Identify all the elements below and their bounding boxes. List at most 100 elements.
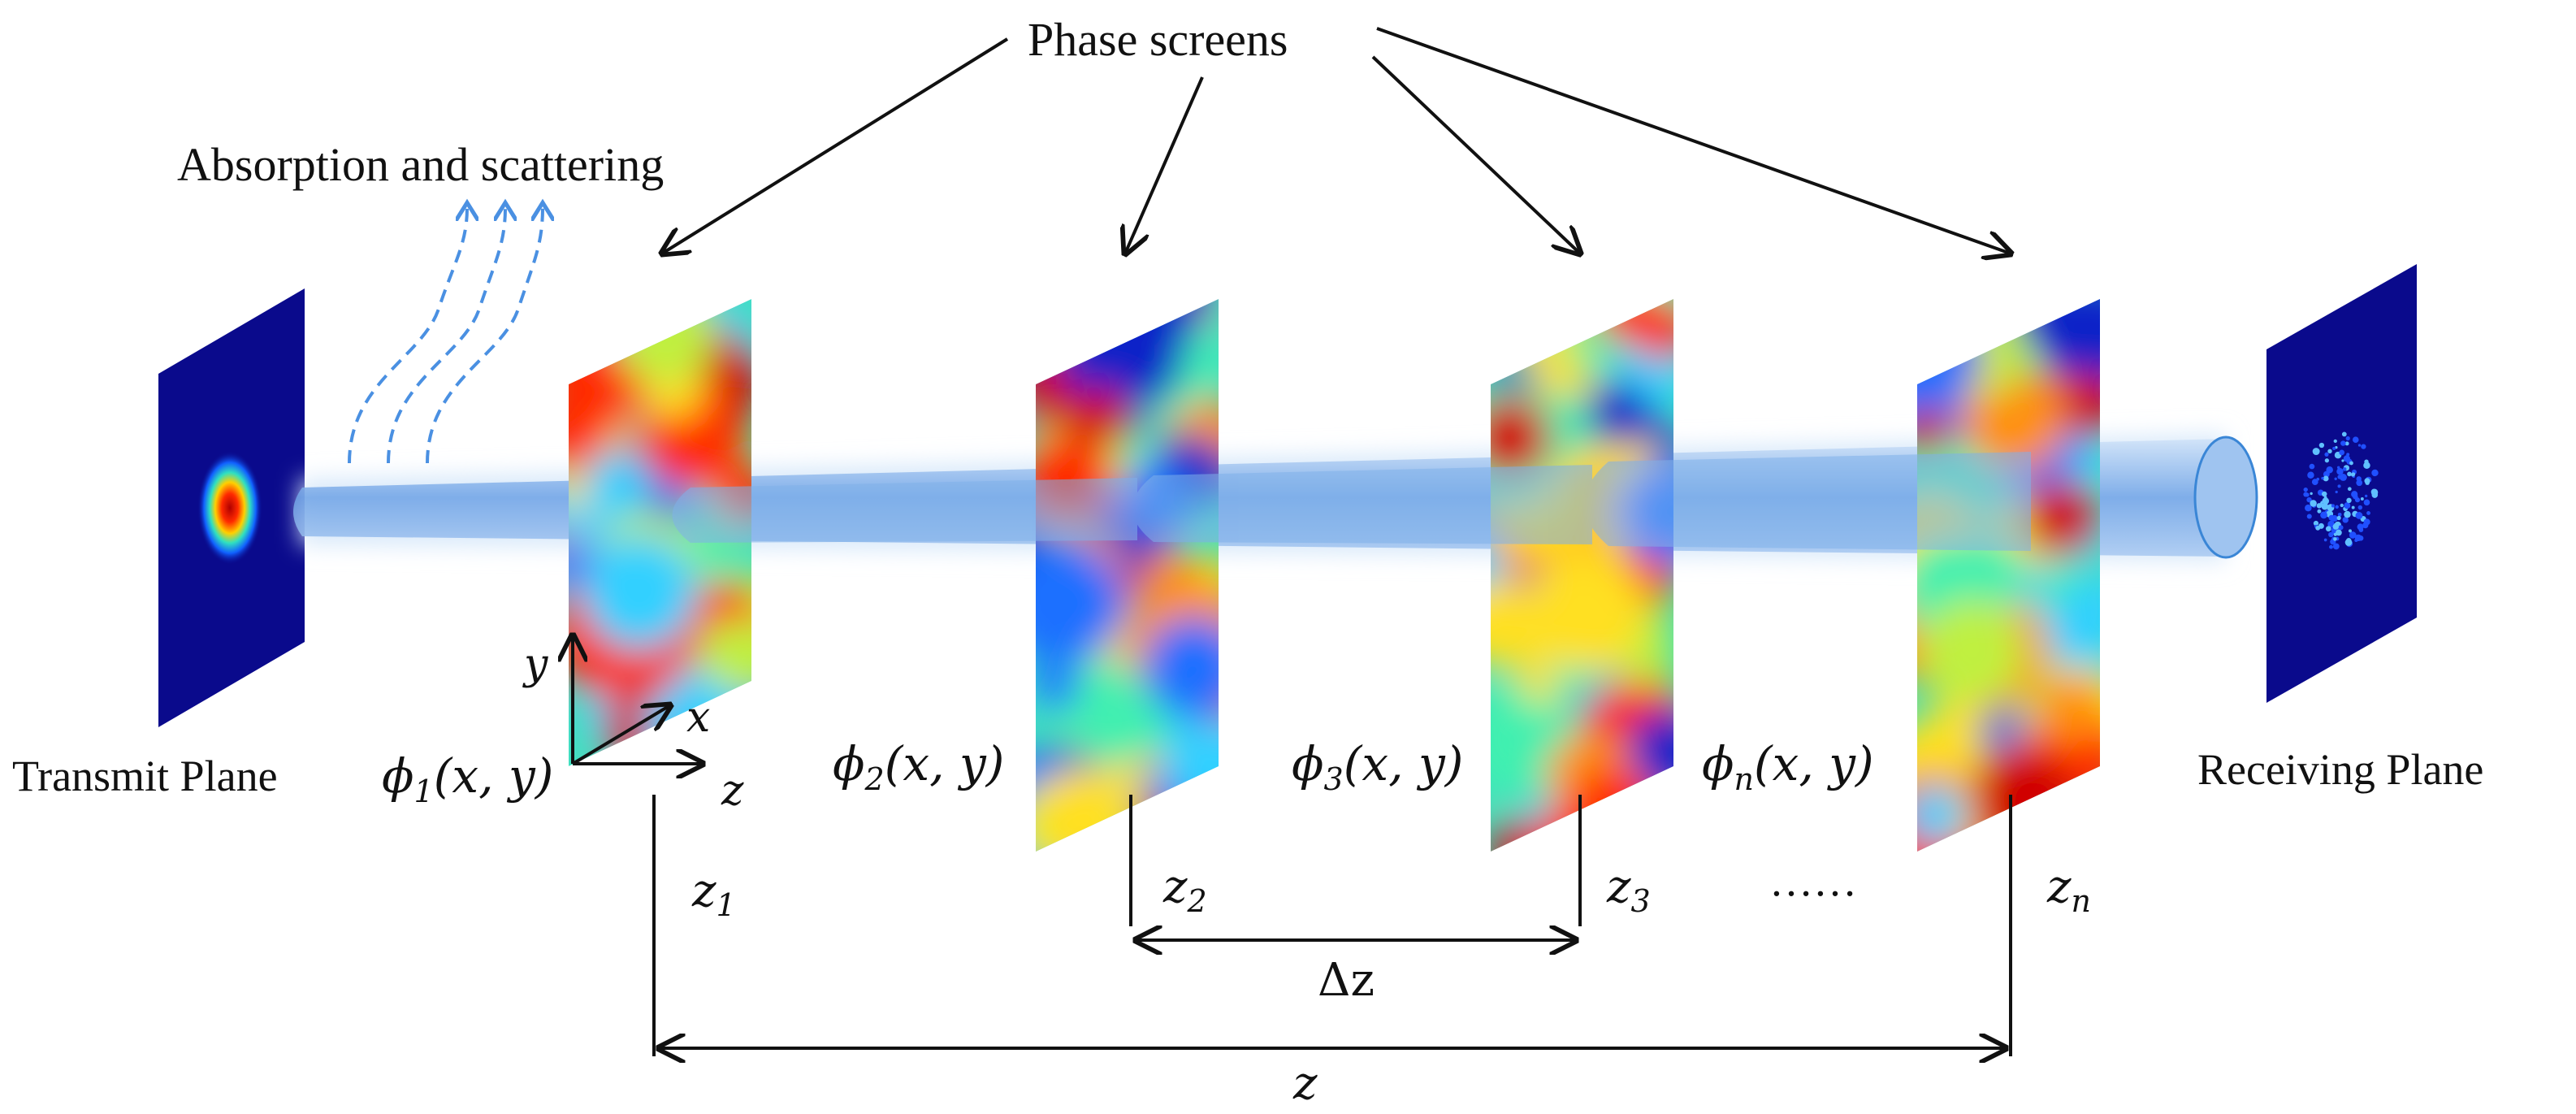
speckle bbox=[2321, 476, 2324, 480]
speckle bbox=[2341, 459, 2344, 462]
speckle bbox=[2370, 488, 2377, 495]
speckle bbox=[2349, 531, 2357, 539]
speckle bbox=[2340, 474, 2347, 481]
distance-markers bbox=[652, 795, 2012, 1056]
speckle bbox=[2336, 466, 2340, 470]
speckle bbox=[2312, 448, 2320, 456]
speckle bbox=[2334, 477, 2337, 480]
speckle bbox=[2357, 444, 2362, 447]
speckle bbox=[2342, 467, 2347, 471]
speckle bbox=[2366, 511, 2370, 515]
transmit-plane bbox=[158, 288, 305, 727]
speckle bbox=[2322, 497, 2330, 505]
phase-label-2: ϕ2(x, y) bbox=[833, 736, 1004, 797]
speckle bbox=[2305, 504, 2312, 512]
speckle bbox=[2340, 503, 2344, 508]
gaussian-beam-spot bbox=[197, 451, 262, 565]
speckle bbox=[2316, 477, 2320, 481]
speckle-pattern bbox=[2303, 431, 2379, 550]
speckle bbox=[2363, 499, 2370, 506]
phase-label-3: ϕ3(x, y) bbox=[1292, 736, 1463, 797]
speckle bbox=[2344, 441, 2349, 446]
speckle bbox=[2321, 491, 2327, 497]
speckle bbox=[2361, 444, 2366, 449]
speckle bbox=[2358, 527, 2364, 532]
speckle bbox=[2345, 538, 2352, 544]
speckle bbox=[2323, 475, 2329, 482]
speckle bbox=[2363, 518, 2370, 526]
speckle bbox=[2333, 537, 2337, 541]
speckle bbox=[2318, 442, 2325, 449]
speckle bbox=[2347, 487, 2352, 492]
speckle bbox=[2336, 515, 2341, 521]
beam-end-cap bbox=[2193, 436, 2258, 559]
speckle bbox=[2355, 512, 2363, 519]
speckle bbox=[2316, 503, 2323, 509]
speckle bbox=[2336, 467, 2344, 475]
speckle bbox=[2342, 517, 2349, 523]
speckle bbox=[2365, 480, 2370, 485]
axis-x-label: x bbox=[686, 693, 710, 742]
speckle bbox=[2332, 446, 2336, 450]
speckle bbox=[2338, 525, 2344, 531]
speckle bbox=[2332, 523, 2339, 530]
speckle bbox=[2310, 492, 2313, 496]
speckle bbox=[2337, 512, 2342, 517]
phase-label-1: ϕ1(x, y) bbox=[382, 748, 553, 809]
speckle bbox=[2310, 500, 2317, 507]
speckle bbox=[2335, 490, 2338, 494]
speckle bbox=[2329, 544, 2333, 549]
speckle bbox=[2347, 471, 2352, 477]
receiving-plane bbox=[2266, 264, 2417, 703]
speckle bbox=[2339, 449, 2345, 456]
speckle bbox=[2326, 466, 2333, 474]
total-z-label: z bbox=[1292, 1057, 1318, 1110]
beam-overlay bbox=[672, 452, 2031, 551]
speckle bbox=[2354, 497, 2361, 503]
coordinate-axes bbox=[573, 635, 703, 764]
speckle bbox=[2323, 538, 2327, 542]
speckle bbox=[2354, 534, 2362, 542]
phase-screen-3 bbox=[1491, 299, 1673, 852]
phase-screen-callouts bbox=[662, 27, 2011, 254]
ellipsis-label: …… bbox=[1769, 856, 1857, 905]
speckle bbox=[2324, 452, 2329, 457]
speckle bbox=[2341, 431, 2347, 437]
speckle bbox=[2335, 505, 2339, 509]
delta-z-label: Δz bbox=[1318, 954, 1375, 1007]
speckle bbox=[2343, 455, 2351, 462]
speckle bbox=[2344, 510, 2351, 518]
speckle bbox=[2351, 491, 2358, 498]
speckle bbox=[2328, 531, 2334, 538]
position-label-2: z2 bbox=[1162, 860, 1207, 919]
position-label-3: z3 bbox=[1606, 860, 1651, 919]
speckle bbox=[2346, 453, 2350, 457]
speckle bbox=[2351, 473, 2355, 477]
position-label-1: z1 bbox=[691, 865, 736, 923]
speckle bbox=[2351, 505, 2355, 509]
speckle bbox=[2311, 479, 2318, 486]
axis-z-label: z bbox=[721, 766, 744, 815]
phase-screen-2 bbox=[1036, 299, 1219, 852]
speckle bbox=[2333, 439, 2337, 444]
speckle bbox=[2344, 502, 2351, 509]
speckle bbox=[2303, 487, 2308, 492]
speckle bbox=[2352, 436, 2359, 444]
axis-y-label: y bbox=[522, 640, 548, 689]
speckle bbox=[2306, 514, 2312, 519]
speckle bbox=[2331, 504, 2335, 508]
speckle bbox=[2340, 440, 2346, 446]
speckle bbox=[2309, 463, 2315, 470]
speckle bbox=[2332, 543, 2340, 550]
speckle bbox=[2325, 526, 2331, 532]
speckle bbox=[2345, 436, 2350, 441]
speckle bbox=[2313, 520, 2319, 527]
speckle bbox=[2356, 479, 2363, 487]
absorption-arrows bbox=[348, 207, 543, 464]
transmit-plane-label: Transmit Plane bbox=[12, 752, 278, 800]
speckle bbox=[2303, 492, 2309, 497]
speckle bbox=[2371, 469, 2379, 477]
speckle bbox=[2346, 497, 2352, 504]
phase-label-4: ϕn(x, y) bbox=[1702, 736, 1874, 797]
